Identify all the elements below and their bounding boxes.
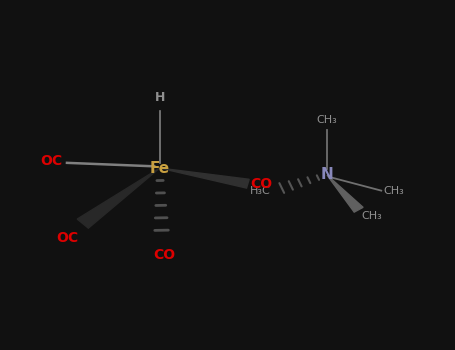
- Text: N: N: [321, 168, 334, 182]
- Polygon shape: [77, 168, 160, 228]
- Text: CH₃: CH₃: [317, 115, 337, 125]
- Text: H₃C: H₃C: [250, 186, 270, 196]
- Text: CH₃: CH₃: [384, 186, 404, 196]
- Text: CH₃: CH₃: [361, 211, 382, 222]
- Text: Fe: Fe: [150, 161, 170, 176]
- Polygon shape: [160, 168, 249, 188]
- Text: H: H: [155, 91, 165, 104]
- Text: CO: CO: [153, 248, 175, 262]
- Text: OC: OC: [40, 154, 62, 168]
- Text: OC: OC: [56, 231, 78, 245]
- Polygon shape: [327, 175, 363, 212]
- Text: CO: CO: [250, 177, 272, 191]
